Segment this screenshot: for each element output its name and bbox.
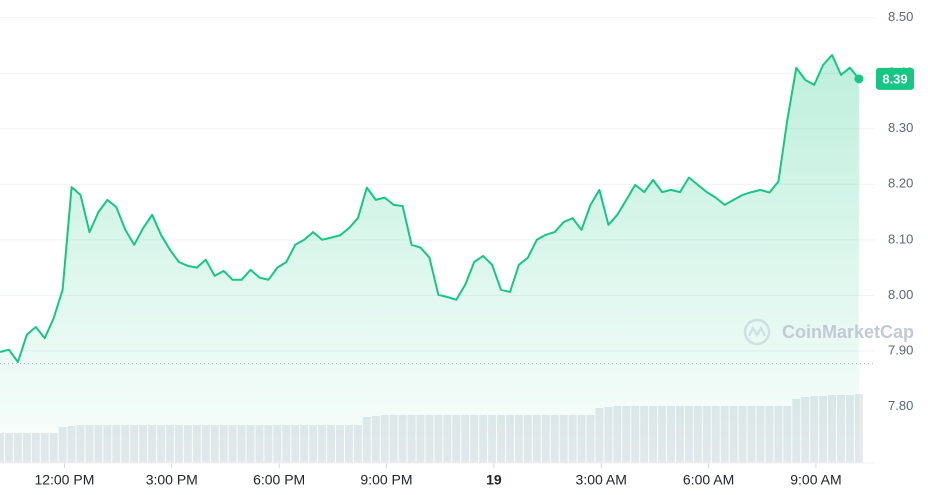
y-tick-label: 8.50 <box>888 9 913 24</box>
x-tick-label: 9:00 PM <box>360 472 412 488</box>
current-price-label: 8.39 <box>882 71 907 86</box>
last-point <box>854 74 864 84</box>
y-tick-label: 8.10 <box>888 231 913 246</box>
y-tick-label: 8.20 <box>888 176 913 191</box>
x-tick-label: 9:00 AM <box>790 472 841 488</box>
y-tick-label: 8.00 <box>888 287 913 302</box>
y-tick-label: 7.90 <box>888 342 913 357</box>
x-tick-label: 19 <box>486 472 502 488</box>
y-tick-label: 7.80 <box>888 398 913 413</box>
x-tick-label: 6:00 AM <box>683 472 734 488</box>
logo-ring <box>743 318 771 346</box>
watermark: CoinMarketCap <box>782 322 914 342</box>
plot <box>0 54 875 463</box>
x-tick-label: 6:00 PM <box>253 472 305 488</box>
price-line <box>0 54 860 363</box>
x-tick-label: 3:00 AM <box>576 472 627 488</box>
x-tick-label: 3:00 PM <box>146 472 198 488</box>
x-tick-label: 12:00 PM <box>34 472 94 488</box>
y-tick-label: 8.30 <box>888 120 913 135</box>
logo-mark <box>748 325 766 338</box>
current-price-tag <box>876 67 914 90</box>
watermark-logo <box>743 318 771 346</box>
